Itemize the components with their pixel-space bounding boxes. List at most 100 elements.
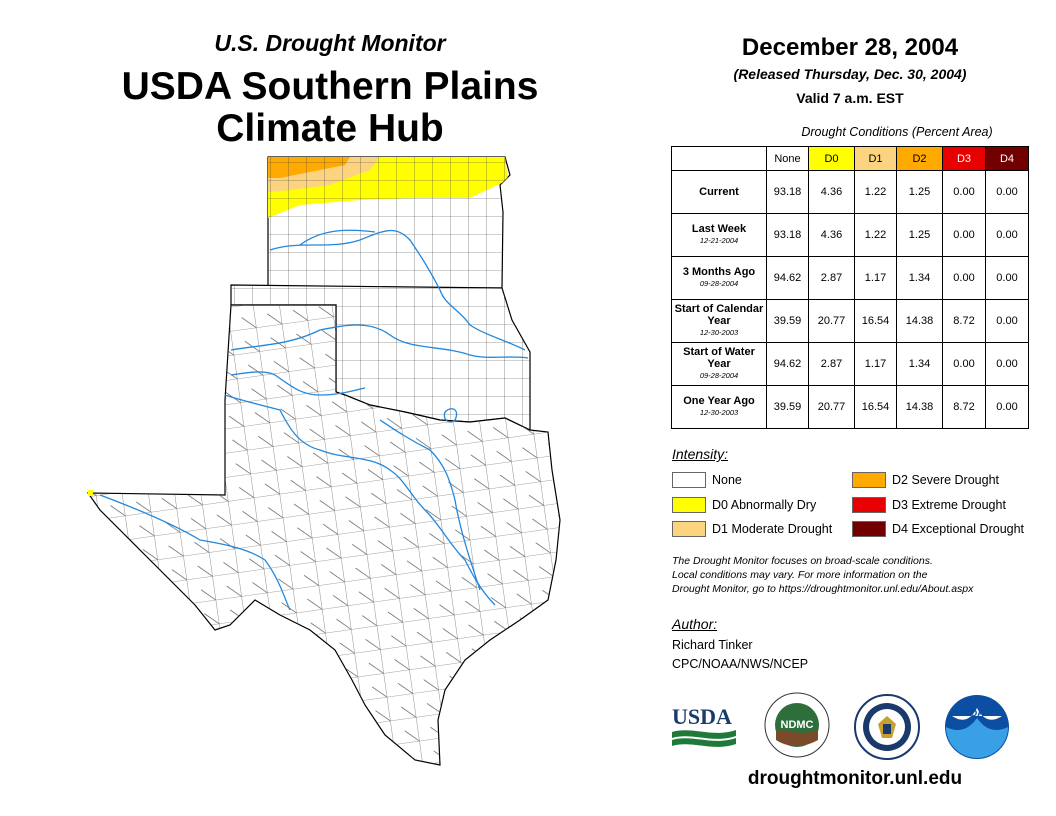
table-cell: 1.17 (854, 342, 897, 386)
table-cell: 39.59 (766, 385, 809, 429)
website-link[interactable]: droughtmonitor.unl.edu (747, 768, 963, 789)
table-cell: 20.77 (808, 385, 855, 429)
table-cell: 20.77 (808, 299, 855, 343)
d0-spot (88, 490, 93, 496)
table-cell: 0.00 (942, 213, 986, 257)
doc-seal-logo (854, 694, 920, 760)
legend-label: None (712, 473, 742, 487)
release-line: (Released Thursday, Dec. 30, 2004) (733, 66, 967, 82)
table-row: One Year Ago 12-30-2003 39.59 20.77 16.54 14.… (671, 385, 1029, 429)
col-header-d4: D4 (985, 146, 1029, 171)
legend-swatch (852, 521, 886, 537)
row-date: 09-28-2004 (699, 279, 739, 288)
row-label-text: Start of Calendar Year (674, 303, 764, 327)
table-row: 3 Months Ago 09-28-2004 94.62 2.87 1.17 1.34 0… (671, 256, 1029, 300)
legend-item-d4: D4 Exceptional Drought (852, 521, 1024, 537)
col-header-d3: D3 (942, 146, 986, 171)
col-header-none: None (766, 146, 809, 171)
table-cell: 1.25 (896, 213, 943, 257)
drought-stats-table: None D0 D1 D2 D3 D4 Current 93.18 4.36 1.22… (671, 146, 1029, 429)
row-label-text: Start of Water Year (683, 346, 755, 370)
legend-label: D0 Abnormally Dry (712, 498, 817, 512)
table-cell: 2.87 (808, 256, 855, 300)
table-cell: 93.18 (766, 170, 809, 214)
map-subtitle: U.S. Drought Monitor (214, 30, 446, 56)
table-cell: 8.72 (942, 385, 986, 429)
table-cell: 0.00 (985, 213, 1029, 257)
table-cell: 1.25 (896, 170, 943, 214)
legend-item-none: None (672, 472, 742, 488)
col-header-d0: D0 (808, 146, 855, 171)
legend-title: Intensity: (672, 446, 729, 462)
table-cell: 8.72 (942, 299, 986, 343)
legend-swatch (852, 497, 886, 513)
table-cell: 1.22 (854, 170, 897, 214)
author-title: Author: (672, 616, 718, 632)
row-date: 12-21-2004 (699, 236, 739, 245)
row-label-text: 3 Months Ago (682, 266, 756, 278)
table-cell: 0.00 (942, 170, 986, 214)
map-title-line1: USDA Southern Plains (121, 65, 539, 108)
row-label: Start of Water Year 09-28-2004 (671, 342, 767, 386)
table-cell: 0.00 (985, 170, 1029, 214)
table-corner (671, 146, 767, 171)
legend-swatch (672, 521, 706, 537)
table-cell: 0.00 (942, 342, 986, 386)
table-cell: 0.00 (985, 342, 1029, 386)
table-row: Last Week 12-21-2004 93.18 4.36 1.22 1.25 0.00… (671, 213, 1029, 257)
row-date: 09-28-2004 (699, 371, 739, 380)
row-label-text: One Year Ago (683, 395, 755, 407)
table-row: Current 93.18 4.36 1.22 1.25 0.00 0.00 (671, 170, 1029, 214)
legend-item-d1: D1 Moderate Drought (672, 521, 832, 537)
texas-state (86, 304, 561, 766)
table-cell: 14.38 (896, 299, 943, 343)
table-header-row: None D0 D1 D2 D3 D4 (671, 146, 1029, 171)
col-header-d1: D1 (854, 146, 897, 171)
noaa-logo: NOAA (945, 695, 1009, 759)
table-cell: 39.59 (766, 299, 809, 343)
kansas-state (267, 156, 511, 289)
legend-item-d0: D0 Abnormally Dry (672, 497, 816, 513)
note-line: The Drought Monitor focuses on broad-sca… (672, 555, 933, 567)
author-name: Richard Tinker (672, 638, 753, 652)
table-row: Start of Calendar Year 12-30-2003 39.59 20.… (671, 299, 1029, 343)
table-cell: 4.36 (808, 170, 855, 214)
table-cell: 16.54 (854, 299, 897, 343)
row-label: One Year Ago 12-30-2003 (671, 385, 767, 429)
rivers (99, 229, 529, 611)
valid-line: Valid 7 a.m. EST (796, 90, 904, 106)
table-cell: 0.00 (985, 256, 1029, 300)
row-date: 12-30-2003 (699, 408, 739, 417)
row-label: Last Week 12-21-2004 (671, 213, 767, 257)
svg-text:NDMC: NDMC (781, 719, 814, 731)
table-cell: 1.34 (896, 342, 943, 386)
usda-logo: USDA (672, 704, 736, 747)
col-header-d2: D2 (896, 146, 943, 171)
row-label-text: Current (699, 186, 739, 198)
row-label: Start of Calendar Year 12-30-2003 (671, 299, 767, 343)
table-cell: 93.18 (766, 213, 809, 257)
legend-label: D1 Moderate Drought (712, 522, 833, 536)
map-title: USDA Southern Plains Climate Hub (80, 66, 580, 150)
note-link-line[interactable]: Drought Monitor, go to https://droughtmo… (672, 583, 974, 595)
legend-label: D3 Extreme Drought (892, 498, 1006, 512)
row-label-text: Last Week (691, 223, 747, 235)
svg-text:USDA: USDA (672, 704, 732, 729)
author-org: CPC/NOAA/NWS/NCEP (672, 657, 809, 671)
legend-item-d2: D2 Severe Drought (852, 472, 999, 488)
table-caption: Drought Conditions (Percent Area) (801, 125, 993, 139)
disclaimer-note: The Drought Monitor focuses on broad-sca… (672, 554, 1042, 596)
ndmc-logo: NDMC (764, 692, 830, 758)
legend-swatch (672, 497, 706, 513)
legend-label: D2 Severe Drought (892, 473, 1000, 487)
table-cell: 94.62 (766, 256, 809, 300)
table-cell: 1.22 (854, 213, 897, 257)
legend-label: D4 Exceptional Drought (892, 522, 1025, 536)
date-title: December 28, 2004 (741, 34, 959, 61)
note-line: Local conditions may vary. For more info… (672, 569, 928, 581)
table-cell: 1.17 (854, 256, 897, 300)
table-cell: 0.00 (985, 385, 1029, 429)
map-title-line2: Climate Hub (216, 107, 444, 150)
legend-item-d3: D3 Extreme Drought (852, 497, 1006, 513)
legend-swatch (672, 472, 706, 488)
